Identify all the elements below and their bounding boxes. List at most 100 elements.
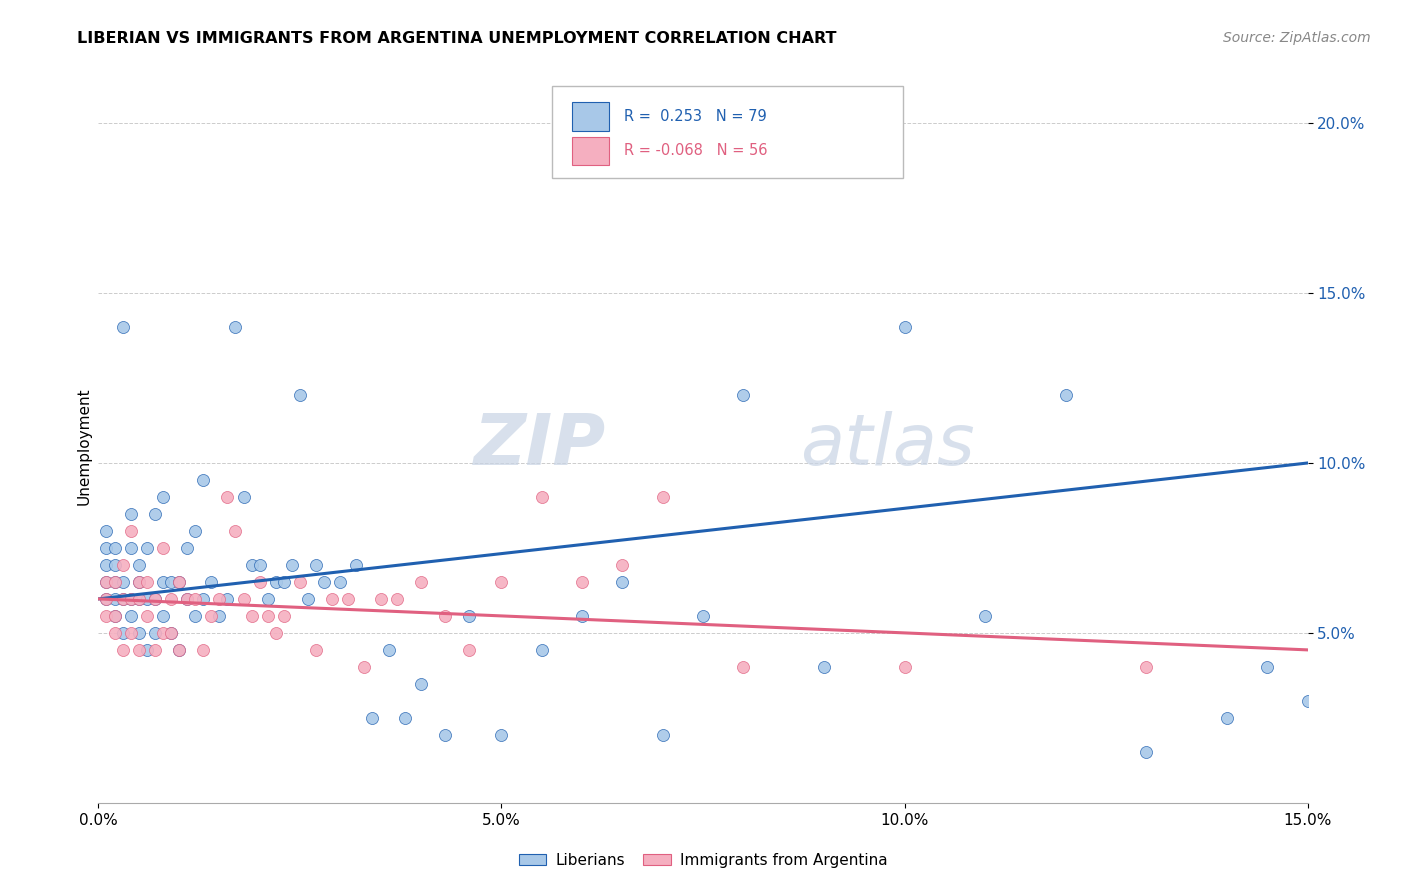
Point [160, 626, 183, 640]
Point [361, 711, 384, 725]
FancyBboxPatch shape [572, 136, 609, 165]
Point [458, 643, 481, 657]
Point [200, 574, 222, 589]
Text: R = -0.068   N = 56: R = -0.068 N = 56 [624, 144, 768, 159]
Point [184, 591, 207, 606]
Point [152, 608, 174, 623]
Text: Source: ZipAtlas.com: Source: ZipAtlas.com [1223, 31, 1371, 45]
Point [491, 574, 513, 589]
Point [96, 574, 118, 589]
Point [143, 626, 166, 640]
Point [264, 574, 287, 589]
Point [208, 608, 231, 623]
Point [176, 591, 198, 606]
Point [184, 608, 207, 623]
Point [120, 524, 142, 538]
Point [103, 558, 125, 572]
Point [813, 660, 835, 674]
Point [217, 591, 239, 606]
Point [200, 608, 222, 623]
Point [651, 728, 673, 742]
Point [1296, 694, 1319, 708]
Point [224, 320, 246, 334]
Point [692, 608, 714, 623]
Point [120, 608, 142, 623]
Point [651, 490, 673, 504]
Point [128, 626, 150, 640]
Legend: Liberians, Immigrants from Argentina: Liberians, Immigrants from Argentina [512, 847, 894, 873]
Point [612, 558, 634, 572]
Point [240, 608, 263, 623]
Point [103, 574, 125, 589]
Point [120, 591, 142, 606]
Point [167, 643, 190, 657]
Point [143, 507, 166, 521]
Point [288, 574, 311, 589]
Point [1135, 745, 1157, 759]
Point [893, 660, 915, 674]
Point [893, 320, 915, 334]
Point [128, 591, 150, 606]
Point [135, 608, 157, 623]
Point [160, 574, 183, 589]
Point [321, 591, 343, 606]
Point [232, 591, 254, 606]
Point [96, 524, 118, 538]
Point [394, 711, 416, 725]
Point [111, 626, 134, 640]
Point [249, 574, 271, 589]
Point [733, 388, 755, 402]
Point [152, 490, 174, 504]
Y-axis label: Unemployment: Unemployment [76, 387, 91, 505]
Point [370, 591, 392, 606]
Point [167, 574, 190, 589]
Point [288, 388, 311, 402]
Text: ZIP: ZIP [474, 411, 606, 481]
Point [273, 574, 295, 589]
FancyBboxPatch shape [572, 103, 609, 131]
Point [103, 574, 125, 589]
Point [344, 558, 367, 572]
Point [128, 591, 150, 606]
Point [160, 626, 183, 640]
Point [120, 626, 142, 640]
Point [128, 574, 150, 589]
Point [160, 591, 183, 606]
Point [249, 558, 271, 572]
Point [176, 541, 198, 555]
Point [184, 524, 207, 538]
Point [612, 574, 634, 589]
Point [143, 591, 166, 606]
Point [193, 473, 215, 487]
Point [458, 608, 481, 623]
Point [305, 558, 328, 572]
Point [128, 558, 150, 572]
Point [377, 643, 399, 657]
Point [120, 541, 142, 555]
Point [135, 574, 157, 589]
Point [193, 643, 215, 657]
Point [208, 591, 231, 606]
Point [103, 608, 125, 623]
Point [111, 643, 134, 657]
Point [143, 591, 166, 606]
Point [1054, 388, 1077, 402]
Point [273, 608, 295, 623]
Point [103, 608, 125, 623]
Point [111, 558, 134, 572]
Point [111, 320, 134, 334]
Point [103, 626, 125, 640]
Point [1256, 660, 1278, 674]
FancyBboxPatch shape [551, 86, 903, 178]
Point [281, 558, 304, 572]
Point [337, 591, 360, 606]
Point [224, 524, 246, 538]
Point [232, 490, 254, 504]
Point [297, 591, 319, 606]
Point [434, 608, 457, 623]
Point [491, 728, 513, 742]
Point [571, 574, 593, 589]
Point [96, 591, 118, 606]
Point [530, 643, 553, 657]
Point [217, 490, 239, 504]
